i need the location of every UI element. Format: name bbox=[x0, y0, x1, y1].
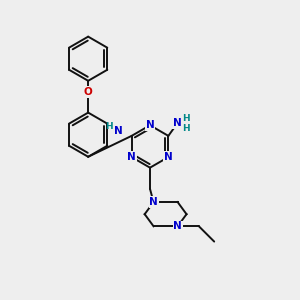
Text: O: O bbox=[84, 87, 92, 97]
Text: N: N bbox=[114, 126, 123, 136]
Text: H: H bbox=[182, 124, 190, 133]
Text: N: N bbox=[173, 221, 182, 231]
Text: N: N bbox=[146, 120, 154, 130]
Text: H: H bbox=[105, 122, 113, 130]
Text: N: N bbox=[149, 197, 158, 207]
Text: N: N bbox=[173, 118, 182, 128]
Text: N: N bbox=[127, 152, 136, 162]
Text: H: H bbox=[182, 114, 189, 123]
Text: N: N bbox=[164, 152, 173, 162]
